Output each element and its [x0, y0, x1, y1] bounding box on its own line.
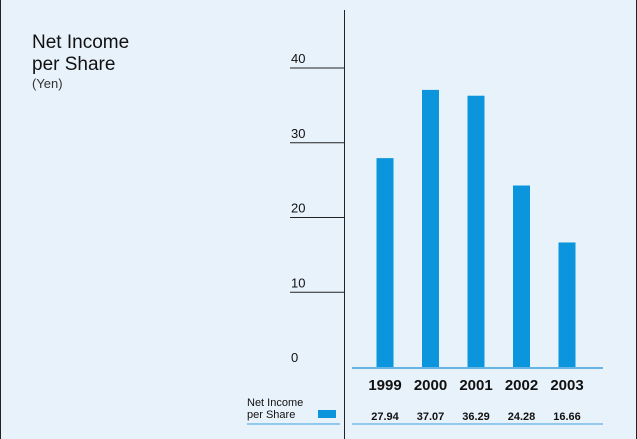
chart-title-line-2: per Share — [32, 54, 116, 75]
x-tick-label-1999: 1999 — [368, 377, 401, 394]
bar-1999 — [376, 158, 394, 367]
legend-swatch — [318, 410, 336, 418]
chart-unit-label: (Yen) — [32, 76, 63, 91]
data-label-2001: 36.29 — [462, 411, 490, 423]
x-tick-label-2001: 2001 — [459, 377, 492, 394]
data-label-1999: 27.94 — [371, 411, 399, 423]
bar-2000 — [422, 89, 439, 368]
y-tick-label: 30 — [291, 126, 305, 141]
x-tick-label-2000: 2000 — [414, 377, 447, 394]
chart-title-block: Net Income per Share (Yen) — [32, 32, 129, 92]
x-tick-label-2002: 2002 — [505, 377, 538, 394]
y-tick-label: 10 — [291, 275, 305, 290]
bar-2002 — [513, 185, 530, 367]
data-label-2002: 24.28 — [508, 411, 536, 423]
chart-title-line-1: Net Income — [32, 32, 130, 53]
bar-2001 — [467, 95, 485, 368]
data-label-2000: 37.07 — [417, 411, 445, 423]
x-tick-label-2003: 2003 — [550, 377, 583, 394]
data-label-2003: 16.66 — [553, 411, 581, 423]
y-tick-label: 0 — [291, 350, 298, 365]
y-tick-label: 20 — [291, 201, 305, 216]
bar-2003 — [558, 242, 576, 367]
legend-label-line-1: Net Income — [247, 397, 303, 409]
y-tick-label: 40 — [291, 51, 305, 66]
legend-label-line-2: per Share — [247, 409, 295, 421]
